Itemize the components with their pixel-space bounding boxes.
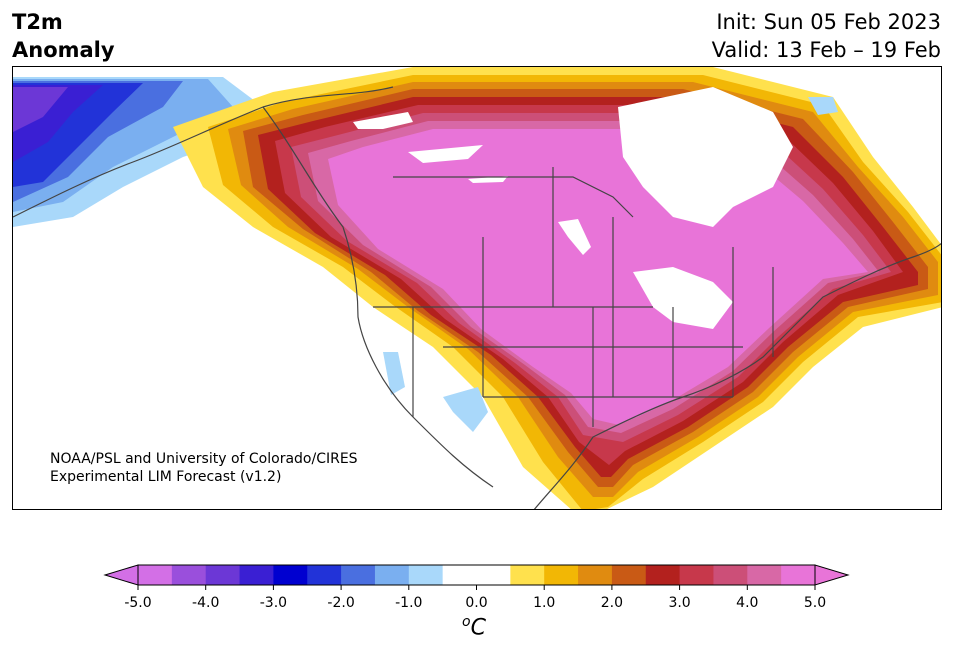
credit-text: NOAA/PSL and University of Colorado/CIRE… (50, 450, 358, 486)
colorbar-cell (442, 565, 477, 585)
unit-label: oC (462, 614, 486, 640)
colorbar-tick-label: -3.0 (260, 595, 287, 611)
colorbar-ticks: -5.0 -4.0 -3.0 -2.0 -1.0 0.0 1.0 2.0 3.0 4.0 5.0 (124, 585, 826, 611)
colorbar-svg: -5.0 -4.0 -3.0 -2.0 -1.0 0.0 1.0 2.0 3.0 4.0 5.0 (103, 564, 850, 611)
credit-line-1: NOAA/PSL and University of Colorado/CIRE… (50, 451, 358, 467)
colorbar-cell (374, 565, 410, 585)
colorbar-cell (611, 565, 647, 585)
valid-range: Valid: 13 Feb – 19 Feb (711, 38, 941, 62)
colorbar-cell (205, 565, 241, 585)
colorbar-cell (273, 565, 308, 585)
colorbar-tick-label: -4.0 (192, 595, 219, 611)
credit-line-2: Experimental LIM Forecast (v1.2) (50, 469, 282, 485)
unit-degree: o (462, 614, 471, 630)
unit-celsius: C (470, 615, 486, 641)
colorbar-tick-label: -2.0 (327, 595, 354, 611)
boundaries (13, 86, 941, 509)
colorbar-cell (747, 565, 782, 585)
colorbar-under-arrow (103, 564, 139, 586)
variable-name: T2m (12, 10, 63, 34)
colorbar-over-arrow (814, 564, 850, 586)
cold-anomaly-region (13, 77, 263, 227)
colorbar-cell (781, 565, 816, 585)
colorbar-cells (137, 564, 816, 586)
colorbar-cell (578, 565, 613, 585)
colorbar-cell (307, 565, 342, 585)
colorbar-cell (239, 565, 274, 585)
colorbar-cell (713, 565, 748, 585)
colorbar-cell (408, 565, 444, 585)
colorbar-cell (679, 565, 714, 585)
cold-patches (383, 97, 838, 432)
colorbar-tick-label: 5.0 (804, 595, 826, 611)
colorbar-cell (510, 565, 545, 585)
colorbar-tick-label: 0.0 (465, 595, 487, 611)
colorbar-cell (544, 565, 579, 585)
colorbar-tick-label: -1.0 (395, 595, 422, 611)
date-info: Init: Sun 05 Feb 2023 Valid: 13 Feb – 19… (712, 8, 941, 64)
map-title: T2m Anomaly (12, 8, 115, 64)
colorbar-cell (138, 565, 173, 585)
colorbar-tick-label: 1.0 (533, 595, 555, 611)
colorbar-cell (476, 565, 511, 585)
anomaly-map: NOAA/PSL and University of Colorado/CIRE… (12, 66, 942, 510)
colorbar-tick-label: 2.0 (601, 595, 623, 611)
map-canvas (13, 67, 941, 509)
colorbar-cell (341, 565, 376, 585)
colorbar-cell (645, 565, 681, 585)
colorbar-tick-label: -5.0 (124, 595, 151, 611)
anomaly-label: Anomaly (12, 38, 115, 62)
init-date: Init: Sun 05 Feb 2023 (716, 10, 941, 34)
colorbar-tick-label: 4.0 (736, 595, 758, 611)
warm-anomaly-region (173, 67, 941, 509)
colorbar: -5.0 -4.0 -3.0 -2.0 -1.0 0.0 1.0 2.0 3.0 4.0 5.0 (0, 560, 953, 656)
lake-features (353, 112, 733, 329)
colorbar-tick-label: 3.0 (668, 595, 690, 611)
hudson-bay (618, 87, 793, 227)
colorbar-cell (171, 565, 207, 585)
